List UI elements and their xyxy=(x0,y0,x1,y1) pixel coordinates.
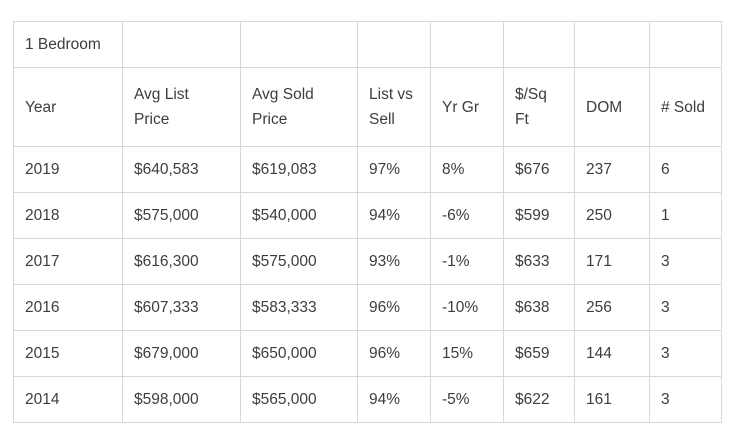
table-cell: 2019 xyxy=(13,146,123,193)
column-header: $/Sq Ft xyxy=(503,67,575,147)
column-header: Year xyxy=(13,67,123,147)
table-cell: -1% xyxy=(430,238,504,285)
column-header: Avg Sold Price xyxy=(240,67,358,147)
table-cell: $619,083 xyxy=(240,146,358,193)
table-cell: 161 xyxy=(574,376,650,423)
table-cell: 94% xyxy=(357,192,431,239)
table-cell: 2014 xyxy=(13,376,123,423)
table-body: 2019 $640,583 $619,083 97% 8% $676 237 6 2018 $57… xyxy=(13,146,722,423)
one-bedroom-stats-table: 1 Bedroom Year Avg List Price Avg Sold Pri… xyxy=(13,21,722,423)
table-title-row: 1 Bedroom xyxy=(13,21,722,68)
table-row: 2016 $607,333 $583,333 96% -10% $638 256 3 xyxy=(13,284,722,331)
table-cell: 3 xyxy=(649,330,722,377)
title-empty-cell xyxy=(649,21,722,68)
table-cell: $622 xyxy=(503,376,575,423)
column-header: List vs Sell xyxy=(357,67,431,147)
table-cell: $575,000 xyxy=(240,238,358,285)
table-cell: $598,000 xyxy=(122,376,241,423)
title-empty-cell xyxy=(122,21,241,68)
table-cell: $607,333 xyxy=(122,284,241,331)
title-empty-cell xyxy=(357,21,431,68)
table-cell: $676 xyxy=(503,146,575,193)
table-cell: $640,583 xyxy=(122,146,241,193)
table-cell: $633 xyxy=(503,238,575,285)
table-cell: 96% xyxy=(357,284,431,331)
table-cell: $616,300 xyxy=(122,238,241,285)
title-empty-cell xyxy=(430,21,504,68)
table-cell: 94% xyxy=(357,376,431,423)
table-row: 2015 $679,000 $650,000 96% 15% $659 144 3 xyxy=(13,330,722,377)
table-cell: 2016 xyxy=(13,284,123,331)
table-cell: 93% xyxy=(357,238,431,285)
table-cell: 96% xyxy=(357,330,431,377)
table-cell: 250 xyxy=(574,192,650,239)
table-cell: -5% xyxy=(430,376,504,423)
table-cell: 15% xyxy=(430,330,504,377)
table-cell: 256 xyxy=(574,284,650,331)
table-cell: 144 xyxy=(574,330,650,377)
table-cell: 2017 xyxy=(13,238,123,285)
table-cell: 171 xyxy=(574,238,650,285)
table-cell: -10% xyxy=(430,284,504,331)
column-header: Avg List Price xyxy=(122,67,241,147)
table-cell: 3 xyxy=(649,284,722,331)
table-cell: $679,000 xyxy=(122,330,241,377)
table-cell: $650,000 xyxy=(240,330,358,377)
table-header-row: Year Avg List Price Avg Sold Price List vs … xyxy=(13,67,722,147)
table-cell: $659 xyxy=(503,330,575,377)
table-title: 1 Bedroom xyxy=(13,21,123,68)
title-empty-cell xyxy=(574,21,650,68)
table-cell: $638 xyxy=(503,284,575,331)
table-cell: $540,000 xyxy=(240,192,358,239)
table-cell: -6% xyxy=(430,192,504,239)
table-cell: 2018 xyxy=(13,192,123,239)
column-header: # Sold xyxy=(649,67,722,147)
column-header: Yr Gr xyxy=(430,67,504,147)
table-cell: 1 xyxy=(649,192,722,239)
table-row: 2019 $640,583 $619,083 97% 8% $676 237 6 xyxy=(13,146,722,193)
title-empty-cell xyxy=(240,21,358,68)
table-cell: $575,000 xyxy=(122,192,241,239)
table-cell: 97% xyxy=(357,146,431,193)
table-row: 2017 $616,300 $575,000 93% -1% $633 171 3 xyxy=(13,238,722,285)
table-cell: $565,000 xyxy=(240,376,358,423)
title-empty-cell xyxy=(503,21,575,68)
table-cell: $599 xyxy=(503,192,575,239)
table-cell: 237 xyxy=(574,146,650,193)
table-cell: 6 xyxy=(649,146,722,193)
table-cell: 2015 xyxy=(13,330,123,377)
table-cell: 8% xyxy=(430,146,504,193)
table-row: 2018 $575,000 $540,000 94% -6% $599 250 1 xyxy=(13,192,722,239)
table-cell: 3 xyxy=(649,238,722,285)
table-cell: 3 xyxy=(649,376,722,423)
column-header: DOM xyxy=(574,67,650,147)
table-row: 2014 $598,000 $565,000 94% -5% $622 161 3 xyxy=(13,376,722,423)
table-cell: $583,333 xyxy=(240,284,358,331)
